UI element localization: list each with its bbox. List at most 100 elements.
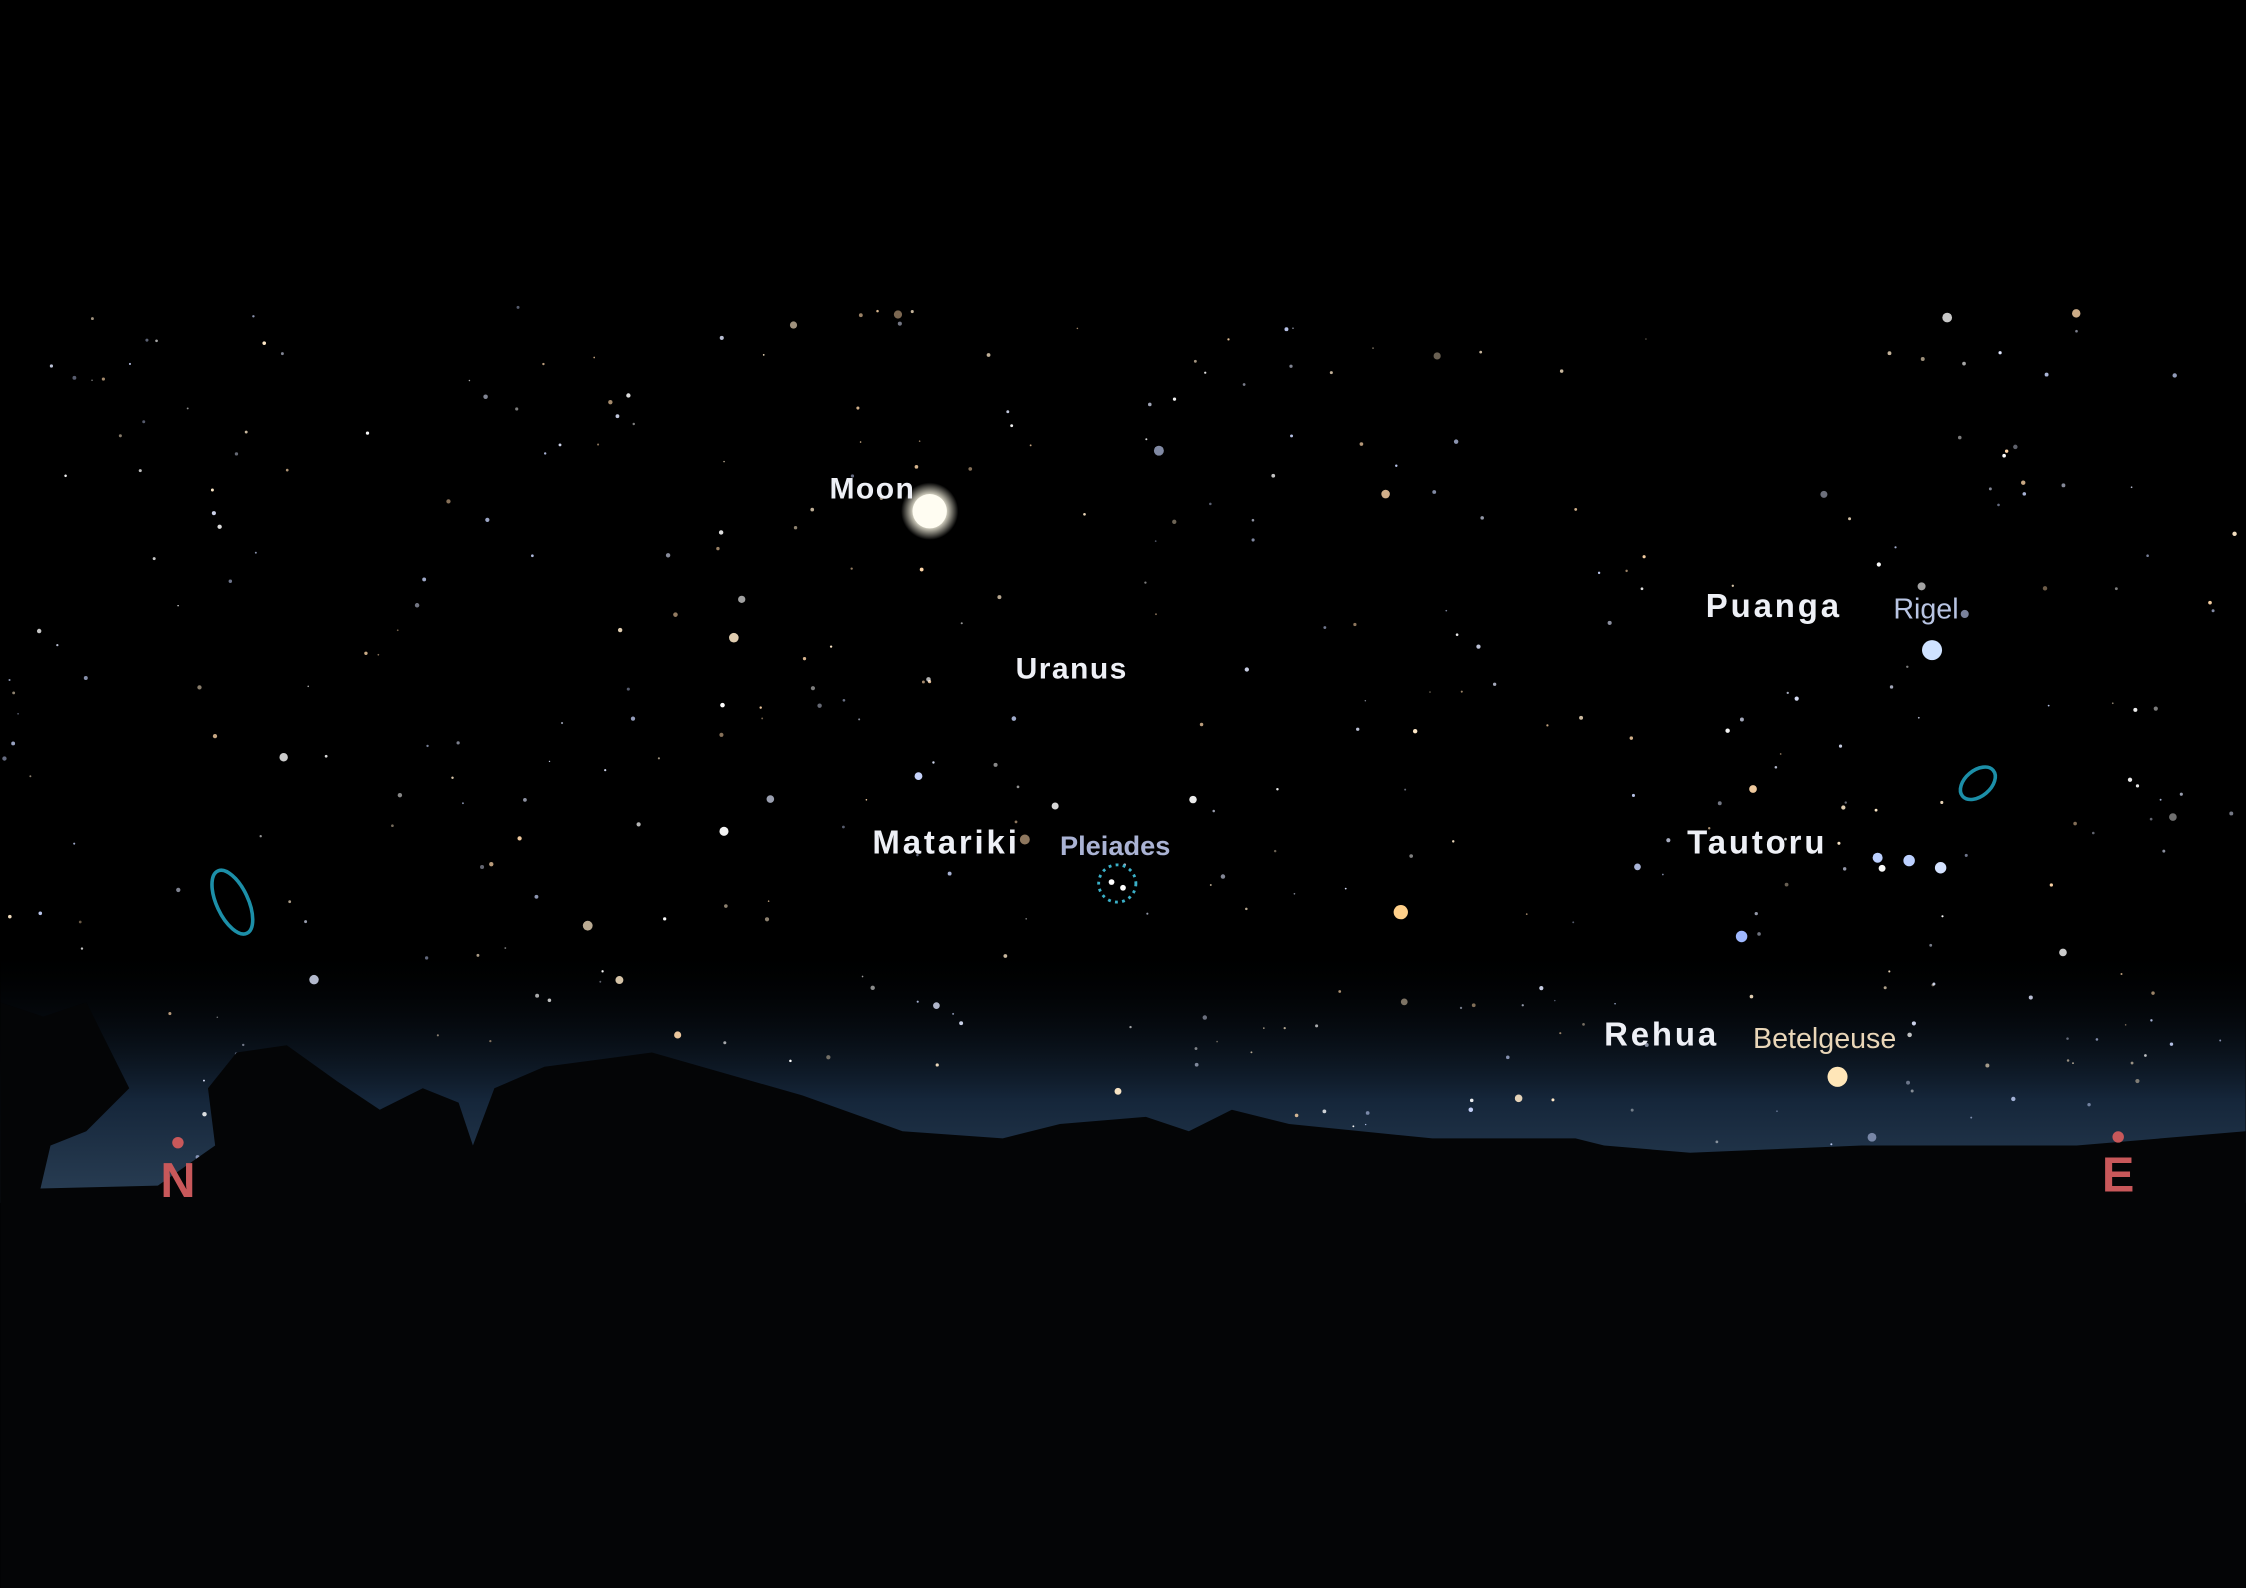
star [168, 1012, 171, 1015]
object-label[interactable]: Tautoru [1687, 823, 1827, 860]
object-label[interactable]: Rehua [1604, 1015, 1719, 1052]
star [2144, 1054, 2147, 1057]
star [1875, 809, 1878, 812]
star [480, 865, 484, 869]
star [304, 920, 307, 923]
star [719, 530, 723, 534]
object-label[interactable]: Uranus [1016, 653, 1128, 686]
betelgeuse-star[interactable] [1828, 1067, 1848, 1087]
object-sublabel[interactable]: Rigel [1893, 594, 1958, 626]
rigel-star[interactable] [1922, 640, 1942, 660]
star [2180, 793, 2183, 796]
star [1194, 360, 1197, 363]
star [307, 686, 309, 688]
star [197, 685, 201, 689]
star [364, 652, 367, 655]
star [489, 862, 493, 866]
star [1077, 328, 1079, 330]
star [1401, 998, 1408, 1005]
star [72, 376, 76, 380]
star [843, 699, 846, 702]
star [658, 757, 660, 759]
star [1052, 803, 1059, 810]
star [2062, 483, 2066, 487]
star [2150, 1019, 2152, 1021]
star [759, 706, 761, 708]
star [102, 377, 105, 380]
star [765, 917, 769, 921]
star [826, 1055, 830, 1059]
star [1970, 1117, 1972, 1119]
star [2208, 601, 2212, 605]
object-sublabel[interactable]: Pleiades [1060, 830, 1170, 861]
star [1750, 995, 1754, 999]
star [17, 713, 19, 715]
star [860, 441, 862, 443]
star [1129, 1026, 1131, 1028]
star [1942, 313, 1952, 323]
star [723, 1041, 726, 1044]
star [2075, 330, 2078, 333]
star [1372, 347, 1373, 348]
star [761, 718, 763, 720]
star [84, 676, 88, 680]
star [1204, 372, 1206, 374]
star [1918, 582, 1926, 590]
star [601, 970, 603, 972]
star [2092, 832, 2095, 835]
star [1506, 1056, 1510, 1060]
star [1820, 491, 1827, 498]
star [1961, 610, 1969, 618]
star [1912, 1021, 1916, 1025]
star [1274, 850, 1276, 852]
star [716, 547, 719, 550]
star [583, 921, 593, 931]
star [64, 475, 67, 478]
star [1515, 1095, 1523, 1103]
object-label[interactable]: Puanga [1706, 587, 1842, 624]
star [933, 1002, 940, 1009]
object-label[interactable]: Matariki [872, 823, 1019, 860]
tautoru-star [1935, 862, 1946, 873]
star [673, 612, 678, 617]
star [926, 677, 931, 682]
object-sublabel[interactable]: Betelgeuse [1753, 1023, 1896, 1055]
star [91, 380, 92, 381]
star [1907, 1033, 1912, 1038]
star [994, 763, 998, 767]
star [38, 911, 42, 915]
star [1345, 888, 1347, 890]
star [959, 1021, 963, 1025]
star [469, 380, 471, 382]
star [1353, 623, 1356, 626]
star [81, 947, 83, 949]
star [968, 467, 972, 471]
star [1997, 504, 2000, 507]
star [2131, 1062, 2134, 1065]
star [2232, 532, 2236, 536]
star [663, 917, 666, 920]
star [1572, 921, 1574, 923]
star [1630, 736, 1633, 739]
star [217, 525, 221, 529]
star [1906, 1081, 1910, 1085]
star [674, 1031, 681, 1038]
star [517, 836, 521, 840]
star [1775, 766, 1778, 769]
star [1284, 327, 1288, 331]
star [1888, 970, 1890, 972]
star [2154, 707, 2158, 711]
star [1252, 538, 1255, 541]
star [8, 679, 10, 681]
star [1985, 1063, 1989, 1067]
star [1894, 546, 1896, 548]
star [1736, 931, 1747, 942]
star [1634, 864, 1641, 871]
star [616, 414, 620, 418]
star [724, 904, 728, 908]
star [446, 499, 450, 503]
object-label[interactable]: Moon [829, 472, 915, 505]
star [1740, 718, 1744, 722]
moon[interactable] [913, 494, 947, 528]
star [719, 827, 728, 836]
